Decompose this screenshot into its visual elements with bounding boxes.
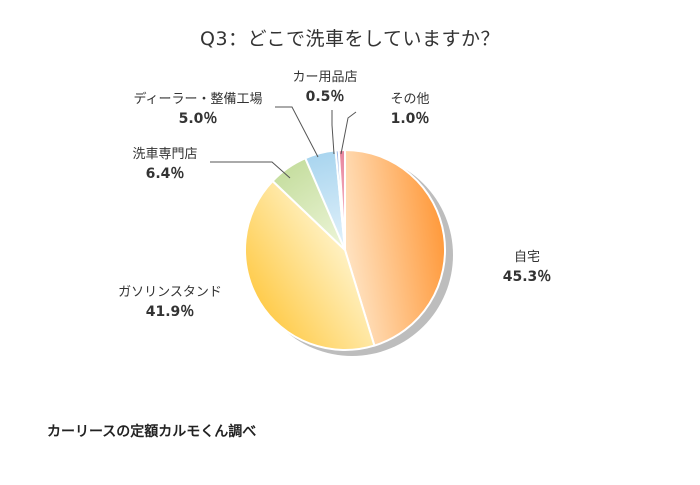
slice-label-0: 自宅 xyxy=(514,250,540,265)
pie-slice-1 xyxy=(244,179,376,351)
source-credit: カーリースの定額カルモくん調べ xyxy=(47,424,257,440)
slice-value-5: 1.0％ xyxy=(391,111,430,127)
chart-title: Q3：どこで洗車をしていますか？ xyxy=(200,28,500,50)
slice-label-1: ガソリンスタンド xyxy=(118,285,222,300)
leader-line-3 xyxy=(275,106,319,158)
slice-label-3: ディーラー・整備工場 xyxy=(133,91,262,107)
leader-line-2 xyxy=(210,161,291,179)
pie-slice-0 xyxy=(344,148,446,347)
leader-line-5 xyxy=(340,111,357,155)
slice-label-4: カー用品店 xyxy=(292,70,357,85)
slice-value-2: 6.4％ xyxy=(146,166,185,182)
slice-value-0: 45.3％ xyxy=(503,269,552,285)
slice-label-2: 洗車専門店 xyxy=(132,147,197,162)
slice-value-4: 0.5％ xyxy=(306,89,345,105)
slice-value-1: 41.9％ xyxy=(146,304,195,320)
leader-line-4 xyxy=(331,110,335,155)
slice-label-5: その他 xyxy=(390,92,429,107)
slice-value-3: 5.0％ xyxy=(179,111,218,127)
